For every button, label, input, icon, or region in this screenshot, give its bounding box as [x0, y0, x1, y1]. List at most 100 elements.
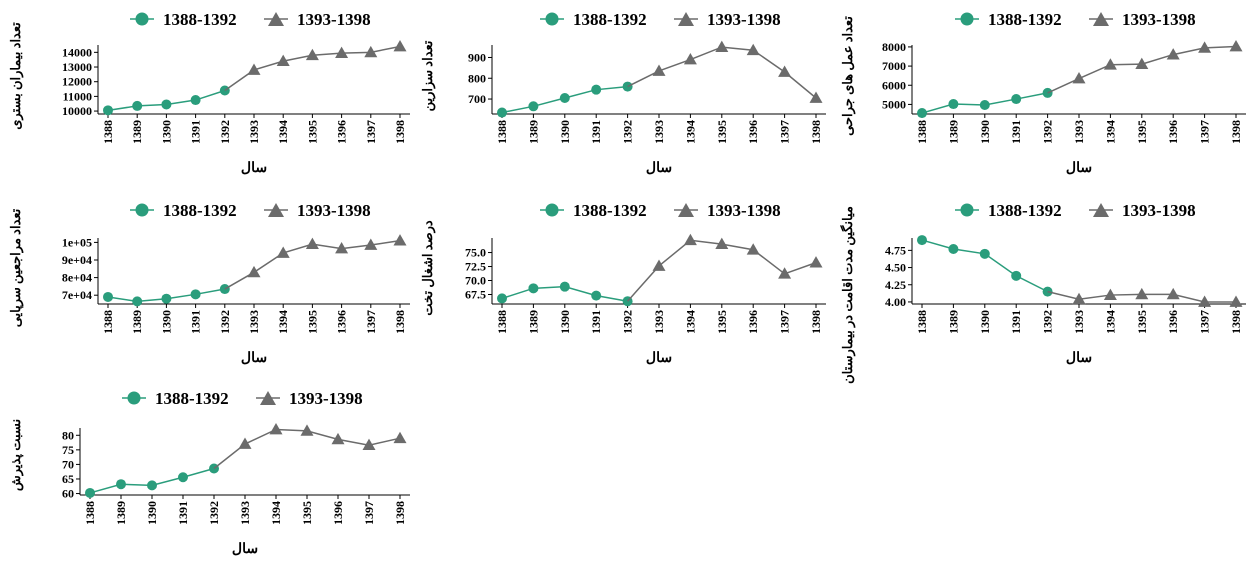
legend-label-early: 1388-1392 — [988, 201, 1062, 220]
data-point-triangle — [305, 48, 319, 61]
data-point-triangle — [1135, 57, 1149, 70]
data-point-circle — [132, 100, 143, 111]
x-tick-label: 1393 — [1072, 310, 1086, 334]
y-axis-title: تعداد سزارین — [420, 40, 436, 111]
data-point-circle — [190, 289, 201, 300]
x-tick-label: 1394 — [276, 310, 290, 334]
x-tick-label: 1392 — [621, 310, 635, 334]
data-point-triangle — [1166, 48, 1180, 60]
legend-marker-late — [678, 203, 694, 217]
x-tick-label: 1397 — [778, 310, 792, 334]
legend-label-late: 1393-1398 — [289, 389, 363, 408]
data-point-circle — [147, 480, 157, 491]
legend-marker-late — [1093, 203, 1109, 217]
data-point-triangle — [683, 233, 697, 246]
x-tick-label: 1394 — [683, 120, 697, 144]
x-tick-label: 1395 — [300, 501, 314, 525]
data-point-circle — [85, 487, 95, 498]
data-point-circle — [1011, 94, 1022, 105]
series-1388-1392 — [497, 281, 633, 307]
data-point-circle — [161, 293, 172, 304]
legend: 1388-1392 1393-1398 — [130, 201, 371, 220]
y-tick-label: 65 — [62, 472, 74, 486]
legend-label-late: 1393-1398 — [297, 201, 371, 220]
x-tick-label: 1393 — [1072, 120, 1086, 144]
x-tick-label: 1394 — [1103, 310, 1117, 334]
x-tick-label: 1393 — [247, 120, 261, 144]
data-point-circle — [917, 235, 927, 246]
series-1393-1398 — [213, 422, 407, 470]
data-point-triangle — [393, 234, 407, 246]
legend-marker-early — [960, 12, 974, 26]
x-tick-label: 1397 — [1198, 120, 1212, 144]
data-point-triangle — [1166, 287, 1180, 300]
legend-marker-early — [545, 12, 559, 26]
chart-panel-5: 1388-1392 1393-1398 67.570.072.575.0 1388 13… — [420, 201, 826, 366]
x-tick-label: 1394 — [1103, 120, 1117, 144]
x-axis-title: سال — [1066, 351, 1092, 366]
data-point-circle — [116, 479, 126, 490]
x-tick-label: 1388 — [101, 120, 115, 144]
y-tick-label: 4.25 — [885, 278, 906, 292]
x-tick-label: 1390 — [978, 120, 992, 144]
x-tick-label: 1393 — [238, 501, 252, 525]
legend-label-early: 1388-1392 — [155, 389, 229, 408]
data-point-triangle — [247, 63, 261, 75]
x-tick-label: 1389 — [526, 310, 540, 334]
data-point-triangle — [276, 246, 290, 258]
x-tick-label: 1389 — [526, 120, 540, 144]
legend-label-late: 1393-1398 — [297, 10, 371, 29]
y-axis-title: تعداد عمل های جراحی — [840, 16, 856, 136]
legend-label-early: 1388-1392 — [573, 10, 647, 29]
x-tick-label: 1396 — [746, 310, 760, 334]
y-axis-title: تعداد مراجعین سرپایی — [8, 208, 24, 327]
x-tick-label: 1391 — [189, 120, 203, 144]
x-tick-label: 1388 — [915, 310, 929, 334]
data-point-triangle — [1103, 288, 1117, 300]
y-tick-label: 6000 — [882, 78, 906, 92]
x-tick-label: 1391 — [589, 120, 603, 144]
x-tick-label: 1397 — [1198, 310, 1212, 334]
series-1393-1398 — [627, 233, 823, 302]
y-tick-label: 75 — [62, 443, 74, 457]
legend-marker-late — [260, 391, 276, 405]
data-point-triangle — [269, 422, 283, 435]
legend-label-late: 1393-1398 — [707, 201, 781, 220]
x-tick-label: 1395 — [715, 310, 729, 334]
y-tick-label: 10000 — [62, 104, 92, 118]
series-1393-1398 — [1047, 287, 1243, 307]
x-tick-label: 1391 — [1009, 310, 1023, 334]
data-point-triangle — [746, 243, 760, 255]
y-tick-label: 14000 — [62, 45, 92, 59]
legend-marker-late — [1093, 12, 1109, 26]
data-point-triangle — [809, 91, 823, 103]
x-tick-label: 1398 — [809, 120, 823, 144]
data-point-triangle — [652, 259, 666, 271]
data-point-triangle — [300, 424, 314, 436]
data-point-circle — [948, 244, 959, 254]
y-tick-label: 72.5 — [465, 260, 486, 274]
x-tick-label: 1396 — [746, 120, 760, 144]
chart-panel-1: 1388-1392 1393-1398 1000011000120001300014… — [8, 10, 410, 176]
x-tick-label: 1392 — [1041, 310, 1055, 334]
x-tick-label: 1398 — [809, 310, 823, 334]
data-point-circle — [497, 107, 507, 118]
x-tick-label: 1398 — [1229, 310, 1243, 334]
series-line-late — [1047, 45, 1237, 94]
y-tick-label: 7000 — [882, 59, 906, 73]
legend-label-early: 1388-1392 — [988, 10, 1062, 29]
series-1393-1398 — [224, 39, 407, 92]
series-1393-1398 — [1047, 40, 1243, 94]
legend: 1388-1392 1393-1398 — [955, 10, 1196, 29]
series-1388-1392 — [103, 85, 230, 116]
series-1393-1398 — [627, 40, 823, 103]
x-tick-label: 1388 — [83, 501, 97, 525]
legend: 1388-1392 1393-1398 — [540, 10, 781, 29]
y-tick-label: 5000 — [882, 97, 906, 111]
x-tick-label: 1397 — [364, 120, 378, 144]
x-tick-label: 1393 — [652, 120, 666, 144]
data-point-triangle — [1229, 295, 1243, 307]
y-tick-label: 8e+04 — [62, 271, 92, 285]
